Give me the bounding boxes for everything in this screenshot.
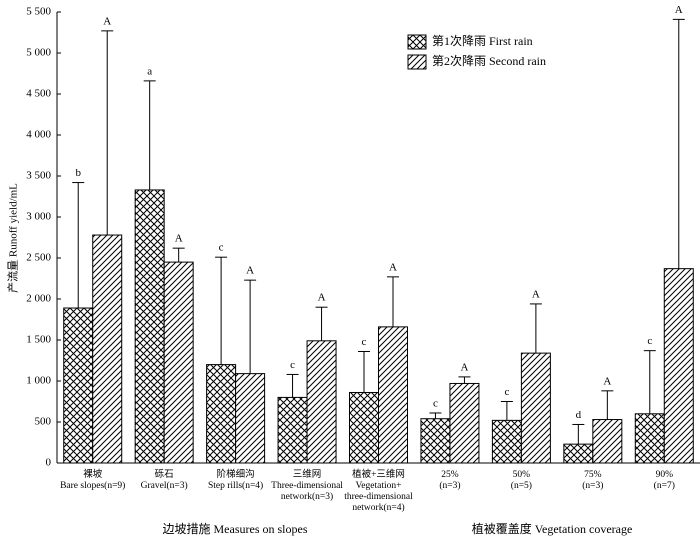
group-label: 植被覆盖度 Vegetation coverage (472, 521, 633, 536)
y-tick-label: 4 500 (26, 88, 51, 100)
y-axis-label: 产流量 Runoff yield/mL (6, 183, 20, 293)
bar (592, 419, 623, 464)
y-tick-label: 1 500 (26, 334, 51, 346)
bar (306, 340, 337, 464)
x-tick-label: three-dimensional (344, 492, 413, 502)
group-label: 边坡措施 Measures on slopes (163, 522, 308, 536)
significance-letter: c (219, 242, 224, 254)
bar (449, 382, 480, 464)
y-tick-label: 3 000 (26, 211, 51, 223)
x-tick-label: 90% (656, 470, 674, 480)
bar (520, 352, 551, 464)
y-tick-label: 2 000 (26, 293, 51, 305)
y-tick-label: 4 000 (26, 129, 51, 141)
bar (634, 413, 665, 464)
bar (420, 418, 451, 464)
bar (163, 261, 194, 464)
bar (206, 364, 237, 464)
x-tick-label: Three-dimensional (271, 481, 343, 491)
x-tick-label: Gravel(n=3) (141, 480, 188, 491)
x-tick-label: (n=3) (582, 480, 603, 491)
significance-letter: A (103, 15, 111, 27)
significance-letter: A (175, 233, 183, 245)
legend-swatch (407, 34, 427, 50)
significance-letter: c (433, 398, 438, 410)
significance-letter: b (75, 167, 81, 179)
x-tick-label: Vegetation+ (356, 481, 402, 491)
x-tick-label: 阶梯细沟 (217, 468, 255, 480)
significance-letter: A (603, 375, 611, 387)
significance-letter: a (147, 65, 152, 77)
y-tick-label: 5 000 (26, 47, 51, 59)
significance-letter: A (675, 4, 683, 16)
bar (663, 268, 694, 464)
y-tick-label: 2 500 (26, 252, 51, 264)
bar (63, 307, 94, 464)
bar (134, 189, 165, 464)
y-tick-label: 5 500 (26, 6, 51, 18)
x-tick-label: (n=3) (439, 480, 460, 491)
x-tick-label: Bare slopes(n=9) (60, 480, 125, 491)
bar (92, 234, 123, 464)
y-tick-label: 0 (46, 457, 52, 469)
bar (563, 443, 594, 464)
bar (349, 391, 379, 464)
x-tick-label: 裸坡 (83, 468, 103, 480)
x-tick-label: 三维网 (293, 468, 322, 480)
legend-label: 第2次降雨 Second rain (432, 54, 546, 68)
legend-label: 第1次降雨 First rain (432, 34, 533, 48)
bar (491, 419, 522, 464)
significance-letter: c (362, 336, 367, 348)
significance-letter: A (460, 361, 468, 373)
legend-swatch (407, 54, 427, 70)
significance-letter: A (532, 288, 540, 300)
x-tick-label: network(n=3) (281, 491, 333, 502)
significance-letter: c (504, 386, 509, 398)
x-tick-label: 植被+三维网 (352, 468, 405, 480)
x-tick-label: (n=5) (511, 480, 532, 491)
x-tick-label: 25% (441, 470, 459, 480)
x-tick-label: 砾石 (155, 468, 174, 480)
significance-letter: c (647, 335, 652, 347)
significance-letter: d (576, 409, 582, 421)
bar (378, 326, 408, 464)
x-tick-label: network(n=4) (352, 502, 404, 513)
x-tick-label: 75% (584, 470, 602, 480)
y-tick-label: 1 000 (26, 375, 51, 387)
x-tick-label: 50% (513, 470, 531, 480)
y-tick-label: 3 500 (26, 170, 51, 182)
significance-letter: A (318, 292, 326, 304)
bar (235, 373, 266, 464)
significance-letter: c (290, 359, 295, 371)
bar (277, 396, 308, 464)
x-tick-label: Step rills(n=4) (208, 480, 263, 491)
y-tick-label: 500 (35, 416, 52, 428)
significance-letter: A (389, 261, 397, 273)
x-tick-label: (n=7) (654, 480, 675, 491)
significance-letter: A (246, 265, 254, 277)
